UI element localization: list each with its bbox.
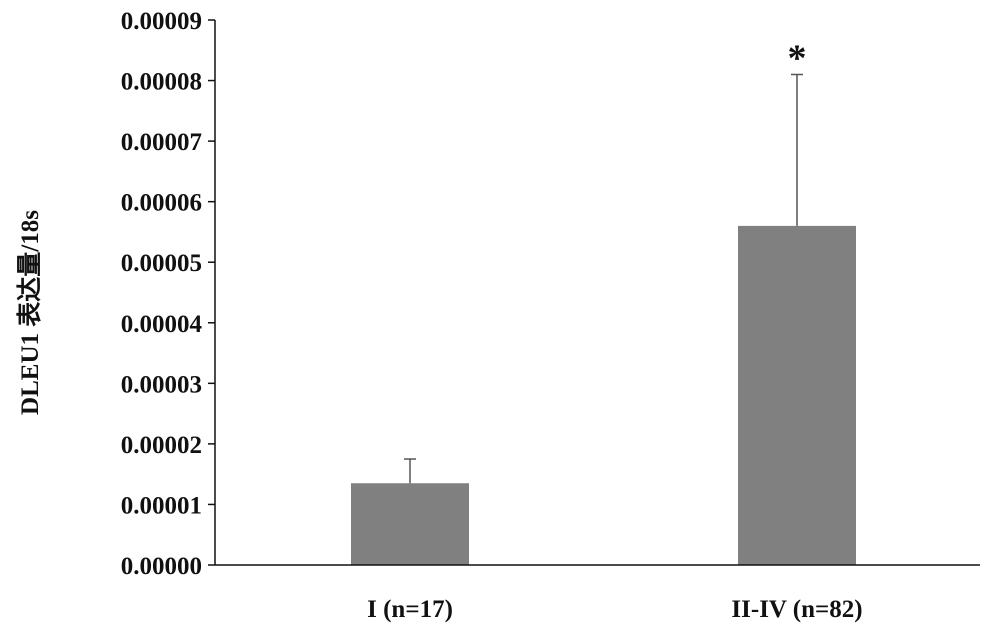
y-tick-label: 0.00007 [121,129,202,156]
x-category-label: I (n=17) [367,596,453,623]
bar [738,226,856,565]
bars: I (n=17) * II-IV (n=82) [351,38,863,624]
y-tick-label: 0.00003 [121,371,202,398]
y-tick-label: 0.00004 [121,311,203,338]
y-tick-label: 0.00009 [121,8,202,35]
x-category-label: II-IV (n=82) [731,596,862,623]
y-tick-label: 0.00000 [121,553,202,580]
bar [351,483,469,565]
y-tick-label: 0.00005 [121,250,202,277]
significance-marker: * [788,38,807,80]
y-axis-title: DLEU1 表达量/18s [16,210,44,415]
y-axis-ticks: 0.00000 0.00001 0.00002 0.00003 0.00004 0.000… [121,8,215,580]
y-tick-label: 0.00001 [121,492,202,519]
y-tick-label: 0.00008 [121,69,202,96]
y-tick-label: 0.00002 [121,432,202,459]
y-tick-label: 0.00006 [121,190,202,217]
